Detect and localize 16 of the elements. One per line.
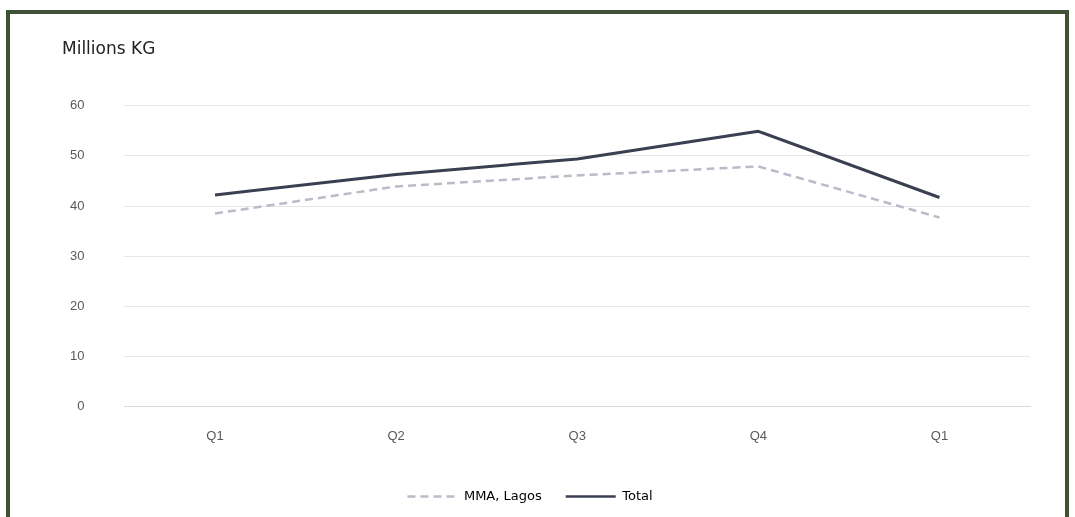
y-tick-label: 20 bbox=[69, 297, 85, 313]
x-tick-label: Q4 bbox=[749, 427, 768, 443]
legend-label: MMA, Lagos bbox=[463, 487, 542, 503]
y-tick-label: 60 bbox=[69, 97, 85, 113]
y-tick-label: 10 bbox=[69, 347, 85, 363]
x-tick-label: Q3 bbox=[568, 427, 586, 443]
legend-label: Total bbox=[621, 487, 653, 503]
y-tick-label: 0 bbox=[77, 397, 85, 413]
y-tick-label: 40 bbox=[69, 197, 85, 213]
x-tick-label: Q1 bbox=[930, 427, 949, 443]
line-series bbox=[213, 165, 941, 219]
y-tick-label: 30 bbox=[69, 247, 85, 263]
x-tick-label: Q1 bbox=[206, 427, 224, 443]
y-axis-title: Millions KG bbox=[62, 38, 156, 58]
x-tick-label: Q2 bbox=[387, 427, 405, 443]
y-tick-label: 50 bbox=[69, 147, 85, 163]
